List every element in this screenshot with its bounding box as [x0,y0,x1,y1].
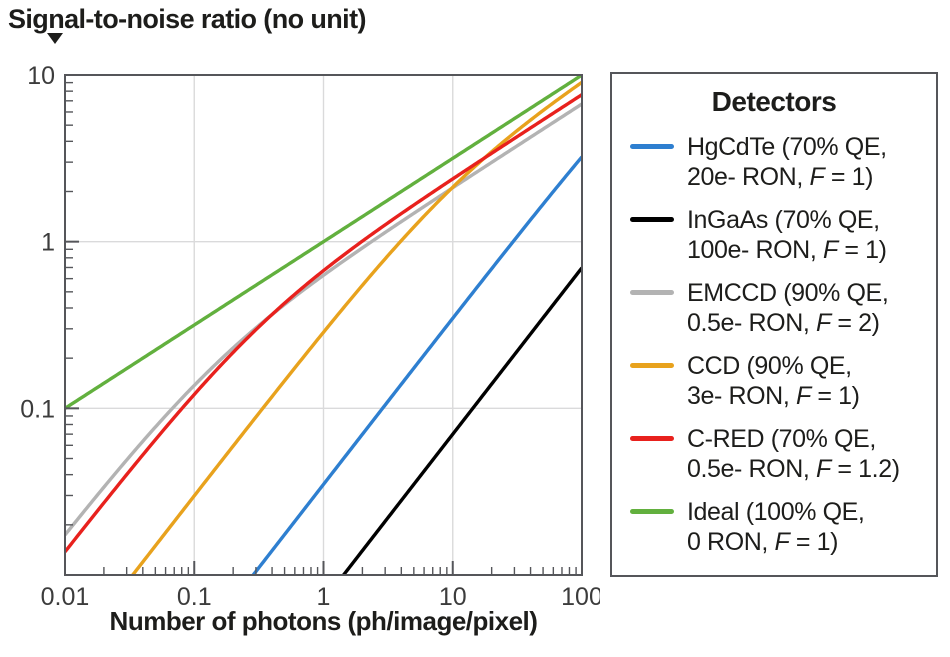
curve-ideal [65,75,582,410]
legend-box: Detectors HgCdTe (70% QE, 20e- RON, F = … [610,72,938,577]
legend-line2-pre: 3e- RON, [687,382,796,410]
legend-swatch-hgcdte [630,144,674,149]
x-axis-label: Number of photons (ph/image/pixel) [109,606,538,636]
y-axis-arrow-icon [47,33,63,44]
legend-label-emccd: EMCCD (90% QE, 0.5e- RON, F = 2) [687,278,889,338]
plot-area: 0.01 0.1 1 10 100 10 1 0.1 [20,62,600,611]
legend-line2-post: = 1) [837,236,887,264]
x-tick-label: 0.1 [177,583,212,611]
curve-hgcdte [251,155,582,575]
legend-item-emccd: EMCCD (90% QE, 0.5e- RON, F = 2) [630,278,936,338]
legend-line2: 0.5e- RON, F = 1.2) [687,454,900,484]
legend-title: Detectors [711,86,837,117]
f-symbol: F [822,236,838,264]
legend-line2: 3e- RON, F = 1) [687,381,860,411]
legend-line1: CCD (90% QE, [687,352,852,380]
x-tick-label: 100 [561,583,600,611]
f-symbol: F [815,309,831,337]
x-tick-label: 10 [439,583,467,611]
legend-swatch-emccd [630,290,674,295]
curve-c-red [65,93,582,553]
legend-item-cred: C-RED (70% QE, 0.5e- RON, F = 1.2) [630,424,936,484]
legend-line1: InGaAs (70% QE, [687,206,880,234]
legend-line1: EMCCD (90% QE, [687,279,889,307]
legend-swatch-cred [630,436,674,441]
legend-item-ingaas: InGaAs (70% QE, 100e- RON, F = 1) [630,205,936,265]
legend-line2-post: = 1) [810,382,860,410]
legend-line1: C-RED (70% QE, [687,425,876,453]
f-symbol: F [774,528,790,556]
legend-label-cred: C-RED (70% QE, 0.5e- RON, F = 1.2) [687,424,900,484]
curve-ingaas [341,266,582,575]
legend-item-ideal: Ideal (100% QE, 0 RON, F = 1) [630,497,936,557]
f-symbol: F [809,163,825,191]
x-tick-label: 0.01 [41,583,90,611]
curve-emccd [65,102,582,537]
legend-line2-post: = 1) [789,528,839,556]
legend-line2-post: = 1) [824,163,874,191]
legend-item-ccd: CCD (90% QE, 3e- RON, F = 1) [630,351,936,411]
legend-line2-pre: 0 RON, [687,528,775,556]
y-tick-label: 0.1 [20,395,55,423]
legend-line2: 100e- RON, F = 1) [687,235,887,265]
y-tick-label: 10 [27,62,55,90]
legend-label-ideal: Ideal (100% QE, 0 RON, F = 1) [687,497,865,557]
legend-label-hgcdte: HgCdTe (70% QE, 20e- RON, F = 1) [687,132,887,192]
chart-title: Signal-to-noise ratio (no unit) [8,4,366,34]
legend-label-ingaas: InGaAs (70% QE, 100e- RON, F = 1) [687,205,887,265]
x-tick-label: 1 [317,583,331,611]
f-symbol: F [795,382,811,410]
y-tick-label: 1 [41,229,55,257]
legend-line2-post: = 2) [830,309,880,337]
legend-line2: 0.5e- RON, F = 2) [687,308,888,338]
curve-ccd [130,80,582,575]
legend-items: HgCdTe (70% QE, 20e- RON, F = 1) InGaAs … [612,132,936,557]
legend-line2-pre: 20e- RON, [687,163,810,191]
legend-item-hgcdte: HgCdTe (70% QE, 20e- RON, F = 1) [630,132,936,192]
legend-swatch-ccd [630,363,674,368]
legend-line2-pre: 100e- RON, [687,236,823,264]
legend-swatch-ideal [630,509,674,514]
legend-swatch-ingaas [630,217,674,222]
legend-line1: HgCdTe (70% QE, [687,133,887,161]
f-symbol: F [815,455,831,483]
legend-line2-post: = 1.2) [830,455,900,483]
legend-line2-pre: 0.5e- RON, [687,309,816,337]
legend-line2-pre: 0.5e- RON, [687,455,816,483]
legend-label-ccd: CCD (90% QE, 3e- RON, F = 1) [687,351,860,411]
legend-line2: 20e- RON, F = 1) [687,162,887,192]
legend-line1: Ideal (100% QE, [687,498,865,526]
legend-line2: 0 RON, F = 1) [687,527,864,557]
